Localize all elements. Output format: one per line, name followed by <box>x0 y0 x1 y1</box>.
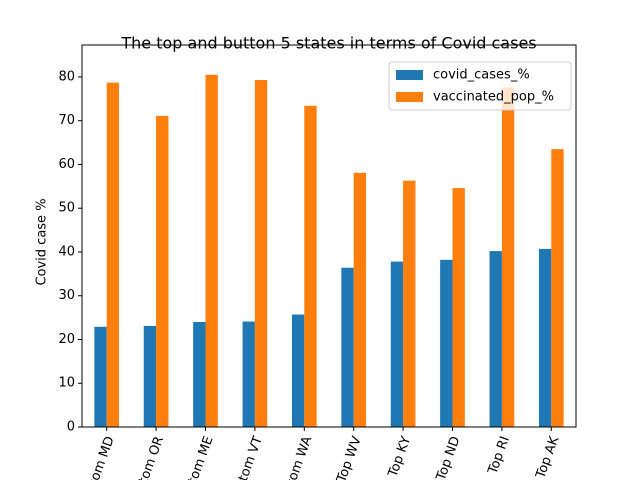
legend-swatch <box>396 70 423 80</box>
legend-label: vaccinated_pop_% <box>433 90 554 105</box>
legend-label: covid_cases_% <box>433 68 530 83</box>
bar <box>106 82 120 427</box>
bar <box>551 149 564 428</box>
x-tick-label: Top ND <box>433 434 463 480</box>
y-tick-label: 20 <box>58 332 75 347</box>
x-tick-label: Bottom MD <box>79 434 118 480</box>
x-tick-label: Top KY <box>385 434 414 480</box>
x-tick-label: Top AK <box>533 434 562 480</box>
bar <box>193 321 206 427</box>
y-tick-label: 70 <box>58 113 75 128</box>
y-tick-label: 30 <box>58 288 75 303</box>
bar <box>538 248 552 427</box>
bar <box>205 74 218 427</box>
x-tick-label: Bottom OR <box>129 434 167 480</box>
bar <box>501 87 515 427</box>
bar <box>403 180 416 427</box>
y-tick-label: 0 <box>67 420 75 435</box>
x-tick-label: Top RI <box>485 434 513 477</box>
y-tick-label: 10 <box>58 376 75 391</box>
y-tick-label: 80 <box>58 69 75 84</box>
bar <box>353 172 367 427</box>
bar <box>304 105 317 427</box>
y-tick-label: 60 <box>58 157 75 172</box>
legend-swatch <box>396 92 423 102</box>
bar <box>341 267 354 427</box>
bar <box>94 326 107 427</box>
plot-frame <box>81 44 577 428</box>
legend-box <box>388 61 572 111</box>
bar <box>143 325 157 427</box>
y-tick-label: 50 <box>58 201 75 216</box>
x-tick-label: Bottom ME <box>178 434 216 480</box>
x-tick-label: Bottom VT <box>228 434 266 480</box>
y-tick-label: 40 <box>58 244 75 259</box>
bar <box>291 314 305 427</box>
bar <box>156 115 169 427</box>
bar <box>452 188 465 427</box>
chart-title: The top and button 5 states in terms of … <box>120 34 536 53</box>
bar <box>489 251 502 427</box>
bar <box>440 259 453 427</box>
bar <box>242 321 255 427</box>
x-tick-label: Top WV <box>334 434 365 480</box>
bar <box>254 80 268 427</box>
bar <box>390 261 404 427</box>
x-tick-label: Bottom WA <box>276 434 315 480</box>
y-axis-label: Covid case % <box>35 198 50 285</box>
